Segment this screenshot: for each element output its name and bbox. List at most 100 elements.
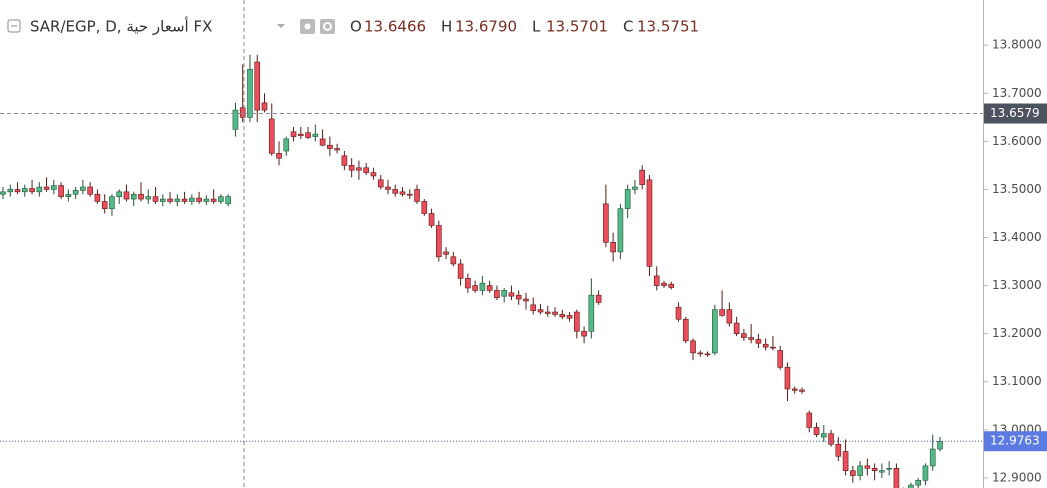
legend-value: 13.5751 bbox=[637, 18, 699, 36]
candle-body bbox=[544, 311, 551, 314]
candle-body bbox=[508, 292, 515, 297]
candle-body bbox=[436, 225, 442, 258]
candle-body bbox=[152, 196, 159, 202]
candle-body bbox=[537, 309, 544, 313]
candle-body bbox=[203, 198, 210, 202]
legend-value: 13.6466 bbox=[364, 18, 426, 36]
candle-body bbox=[428, 213, 435, 226]
candle-body bbox=[864, 465, 871, 469]
last-price-label: 12.9763 bbox=[990, 434, 1040, 448]
candle-body bbox=[588, 294, 595, 332]
candle-body bbox=[501, 290, 507, 297]
candle-body bbox=[392, 189, 399, 194]
candle-body bbox=[123, 191, 130, 200]
candle-body bbox=[377, 179, 384, 188]
candle-body bbox=[704, 353, 711, 356]
candle-body bbox=[465, 278, 471, 289]
candle-body bbox=[879, 470, 885, 473]
candle-body bbox=[610, 242, 616, 253]
candle-body bbox=[130, 193, 137, 200]
candle-body bbox=[682, 318, 689, 342]
candle-body bbox=[80, 186, 86, 191]
candle-body bbox=[43, 186, 50, 190]
y-tick-label: 13.7000 bbox=[992, 86, 1042, 100]
candle-body bbox=[261, 102, 268, 111]
candle-body bbox=[886, 467, 892, 470]
candle-body bbox=[937, 441, 943, 450]
candle-body bbox=[65, 193, 72, 197]
candle-body bbox=[668, 283, 675, 288]
candle-body bbox=[327, 144, 333, 149]
candle-body bbox=[523, 298, 529, 302]
candle-body bbox=[254, 61, 261, 111]
candle-body bbox=[370, 172, 377, 177]
candle-body bbox=[116, 191, 123, 197]
dropdown-arrow[interactable] bbox=[277, 24, 285, 28]
candle-body bbox=[791, 388, 798, 391]
candle-body bbox=[341, 155, 348, 166]
candle-body bbox=[239, 107, 246, 118]
candle-body bbox=[486, 285, 493, 291]
crosshair-price-label: 13.6579 bbox=[990, 106, 1040, 120]
settings-icon[interactable] bbox=[320, 19, 335, 34]
candle-body bbox=[828, 433, 834, 445]
candle-body bbox=[196, 197, 202, 202]
candle-body bbox=[0, 191, 6, 195]
candle-body bbox=[36, 186, 43, 193]
candle-body bbox=[305, 132, 311, 138]
candle-body bbox=[617, 208, 624, 253]
candle-body bbox=[646, 179, 653, 267]
legend-label: O bbox=[350, 18, 362, 36]
candle-body bbox=[755, 339, 762, 344]
candle-body bbox=[167, 198, 173, 202]
y-tick-label: 13.5000 bbox=[992, 182, 1042, 196]
candle-body bbox=[159, 198, 166, 202]
candle-body bbox=[908, 484, 914, 488]
candle-body bbox=[603, 203, 609, 243]
collapse-icon[interactable] bbox=[7, 19, 21, 33]
candle-body bbox=[87, 186, 93, 195]
candle-body bbox=[566, 315, 573, 319]
candle-body bbox=[29, 188, 35, 193]
candle-body bbox=[283, 138, 290, 152]
candle-body bbox=[639, 169, 645, 185]
candle-body bbox=[450, 256, 457, 265]
candle-body bbox=[363, 167, 369, 173]
candle-body bbox=[835, 443, 842, 457]
candle-body bbox=[399, 191, 406, 195]
symbol-title: SAR/EGP, D, أسعار حية FX bbox=[30, 17, 212, 36]
candle-body bbox=[922, 465, 929, 481]
last-price-box bbox=[984, 431, 1047, 452]
candle-body bbox=[443, 251, 449, 255]
candle-body bbox=[181, 198, 188, 202]
candle-body bbox=[334, 148, 340, 151]
candle-body bbox=[385, 186, 391, 190]
crosshair-price-box bbox=[984, 103, 1047, 124]
candle-body bbox=[276, 153, 282, 159]
plot-area bbox=[0, 54, 943, 488]
candle-body bbox=[762, 343, 769, 348]
candle-body bbox=[552, 311, 558, 315]
candle-body bbox=[581, 330, 587, 337]
candle-body bbox=[842, 451, 849, 471]
candle-body bbox=[893, 467, 900, 488]
candle-body bbox=[777, 350, 784, 368]
candle-body bbox=[784, 367, 791, 390]
candle-body bbox=[690, 340, 696, 354]
y-tick-label: 13.1000 bbox=[992, 374, 1042, 388]
candle-body bbox=[929, 448, 936, 467]
y-tick-label: 13.8000 bbox=[992, 38, 1042, 52]
y-tick-label: 13.2000 bbox=[992, 326, 1042, 340]
candle-body bbox=[806, 412, 813, 428]
candle-body bbox=[661, 282, 667, 286]
candle-body bbox=[290, 131, 297, 137]
candle-body bbox=[494, 290, 500, 298]
candle-body bbox=[799, 389, 805, 392]
candle-body bbox=[697, 352, 704, 355]
eye-icon-dot bbox=[304, 23, 311, 30]
candle-body bbox=[7, 189, 14, 193]
candle-body bbox=[850, 470, 856, 476]
candle-body bbox=[515, 294, 522, 300]
candle-body bbox=[94, 193, 101, 202]
